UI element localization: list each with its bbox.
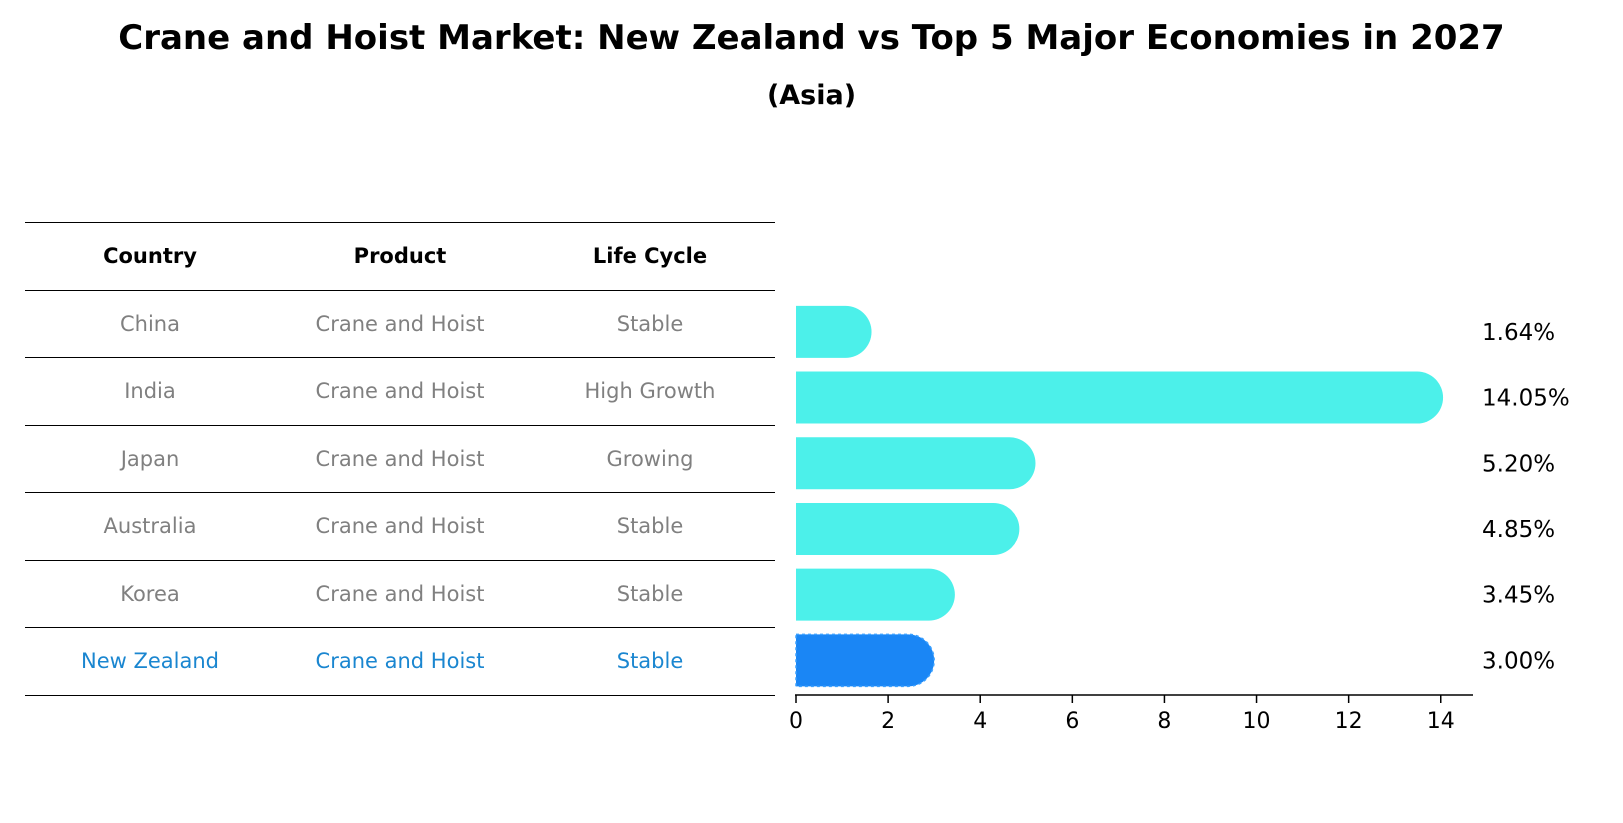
chart-title: Crane and Hoist Market: New Zealand vs T… [118,18,1505,58]
header-life-cycle: Life Cycle [592,244,708,269]
x-tick-label: 6 [1065,709,1079,734]
table-row: Australia Crane and Hoist Stable [25,492,775,560]
cell-product: Crane and Hoist [315,514,485,539]
cell-life-cycle: Stable [616,311,684,336]
bar-new-zealand [795,633,935,688]
bar-india [796,371,1444,424]
x-tick-label: 8 [1157,709,1171,734]
x-tick-label: 10 [1243,709,1271,734]
value-label: 1.64% [1482,320,1555,346]
value-label: 3.45% [1482,583,1555,609]
x-tick-label: 12 [1335,709,1363,734]
cell-life-cycle: Stable [616,514,684,539]
cell-country: Japan [120,446,180,471]
bar-australia [796,502,1020,555]
bar-korea [796,568,955,621]
cell-country: Australia [103,514,197,539]
cell-product: Crane and Hoist [315,649,485,674]
table-row: Korea Crane and Hoist Stable [25,559,775,628]
x-tick-label: 2 [881,709,895,734]
header-product: Product [353,244,447,269]
value-label: 3.00% [1482,648,1555,674]
market-table: Country Product Life Cycle China Crane a… [25,222,775,696]
cell-country: New Zealand [81,649,219,674]
cell-product: Crane and Hoist [315,446,485,471]
value-label: 4.85% [1482,517,1555,543]
value-label: 5.20% [1482,451,1555,477]
x-tick-label: 4 [973,709,987,734]
cell-life-cycle: Stable [616,581,684,606]
x-tick-label: 0 [789,709,803,734]
table-row: India Crane and Hoist High Growth [25,357,775,425]
table-row: Japan Crane and Hoist Growing [25,424,775,493]
header-country: Country [103,244,197,269]
cell-product: Crane and Hoist [315,379,485,404]
cell-life-cycle: Growing [606,446,694,471]
x-tick-label: 14 [1427,709,1455,734]
cell-life-cycle: Stable [616,649,684,674]
cell-country: India [124,379,176,404]
table-row: China Crane and Hoist Stable [25,289,775,358]
bar-china [796,305,872,358]
cell-life-cycle: High Growth [584,379,716,404]
cell-product: Crane and Hoist [315,311,485,336]
value-label: 14.05% [1482,386,1570,412]
table-header-row: Country Product Life Cycle [25,222,775,290]
cell-country: China [120,311,180,336]
table-row-highlight: New Zealand Crane and Hoist Stable [25,627,775,696]
cell-product: Crane and Hoist [315,581,485,606]
bar-japan [796,437,1036,490]
cell-country: Korea [120,581,180,606]
chart-subtitle: (Asia) [766,80,857,111]
